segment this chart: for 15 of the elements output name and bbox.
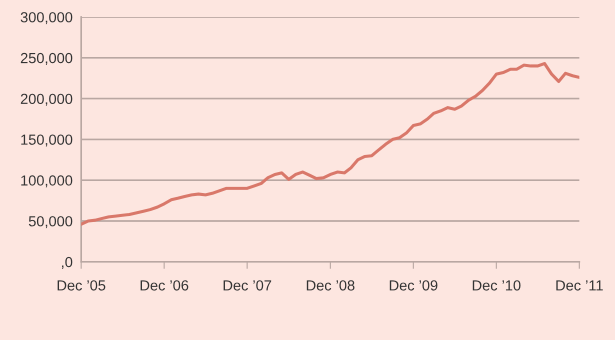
y-tick-label: 300,000 bbox=[20, 12, 72, 24]
y-tick-label: 200,000 bbox=[20, 94, 72, 106]
x-tick-label: Dec ’11 bbox=[556, 280, 603, 291]
line-series bbox=[81, 62, 580, 226]
x-tick-label: Dec ’05 bbox=[58, 280, 106, 291]
y-tick-label: 150,000 bbox=[21, 134, 72, 147]
x-tick-label: Dec ’06 bbox=[140, 280, 188, 291]
x-tick-label: Dec ’10 bbox=[472, 280, 520, 291]
x-tick-label: Dec ’09 bbox=[390, 280, 438, 291]
x-tick-label: Dec ’07 bbox=[224, 280, 272, 291]
y-tick-label: 50,000 bbox=[28, 216, 72, 228]
y-tick-label: 250,000 bbox=[20, 52, 72, 65]
y-tick-label: 100,000 bbox=[21, 175, 72, 188]
x-tick-label: Dec ’08 bbox=[306, 280, 354, 291]
y-tick-label: ,0 bbox=[62, 256, 72, 269]
